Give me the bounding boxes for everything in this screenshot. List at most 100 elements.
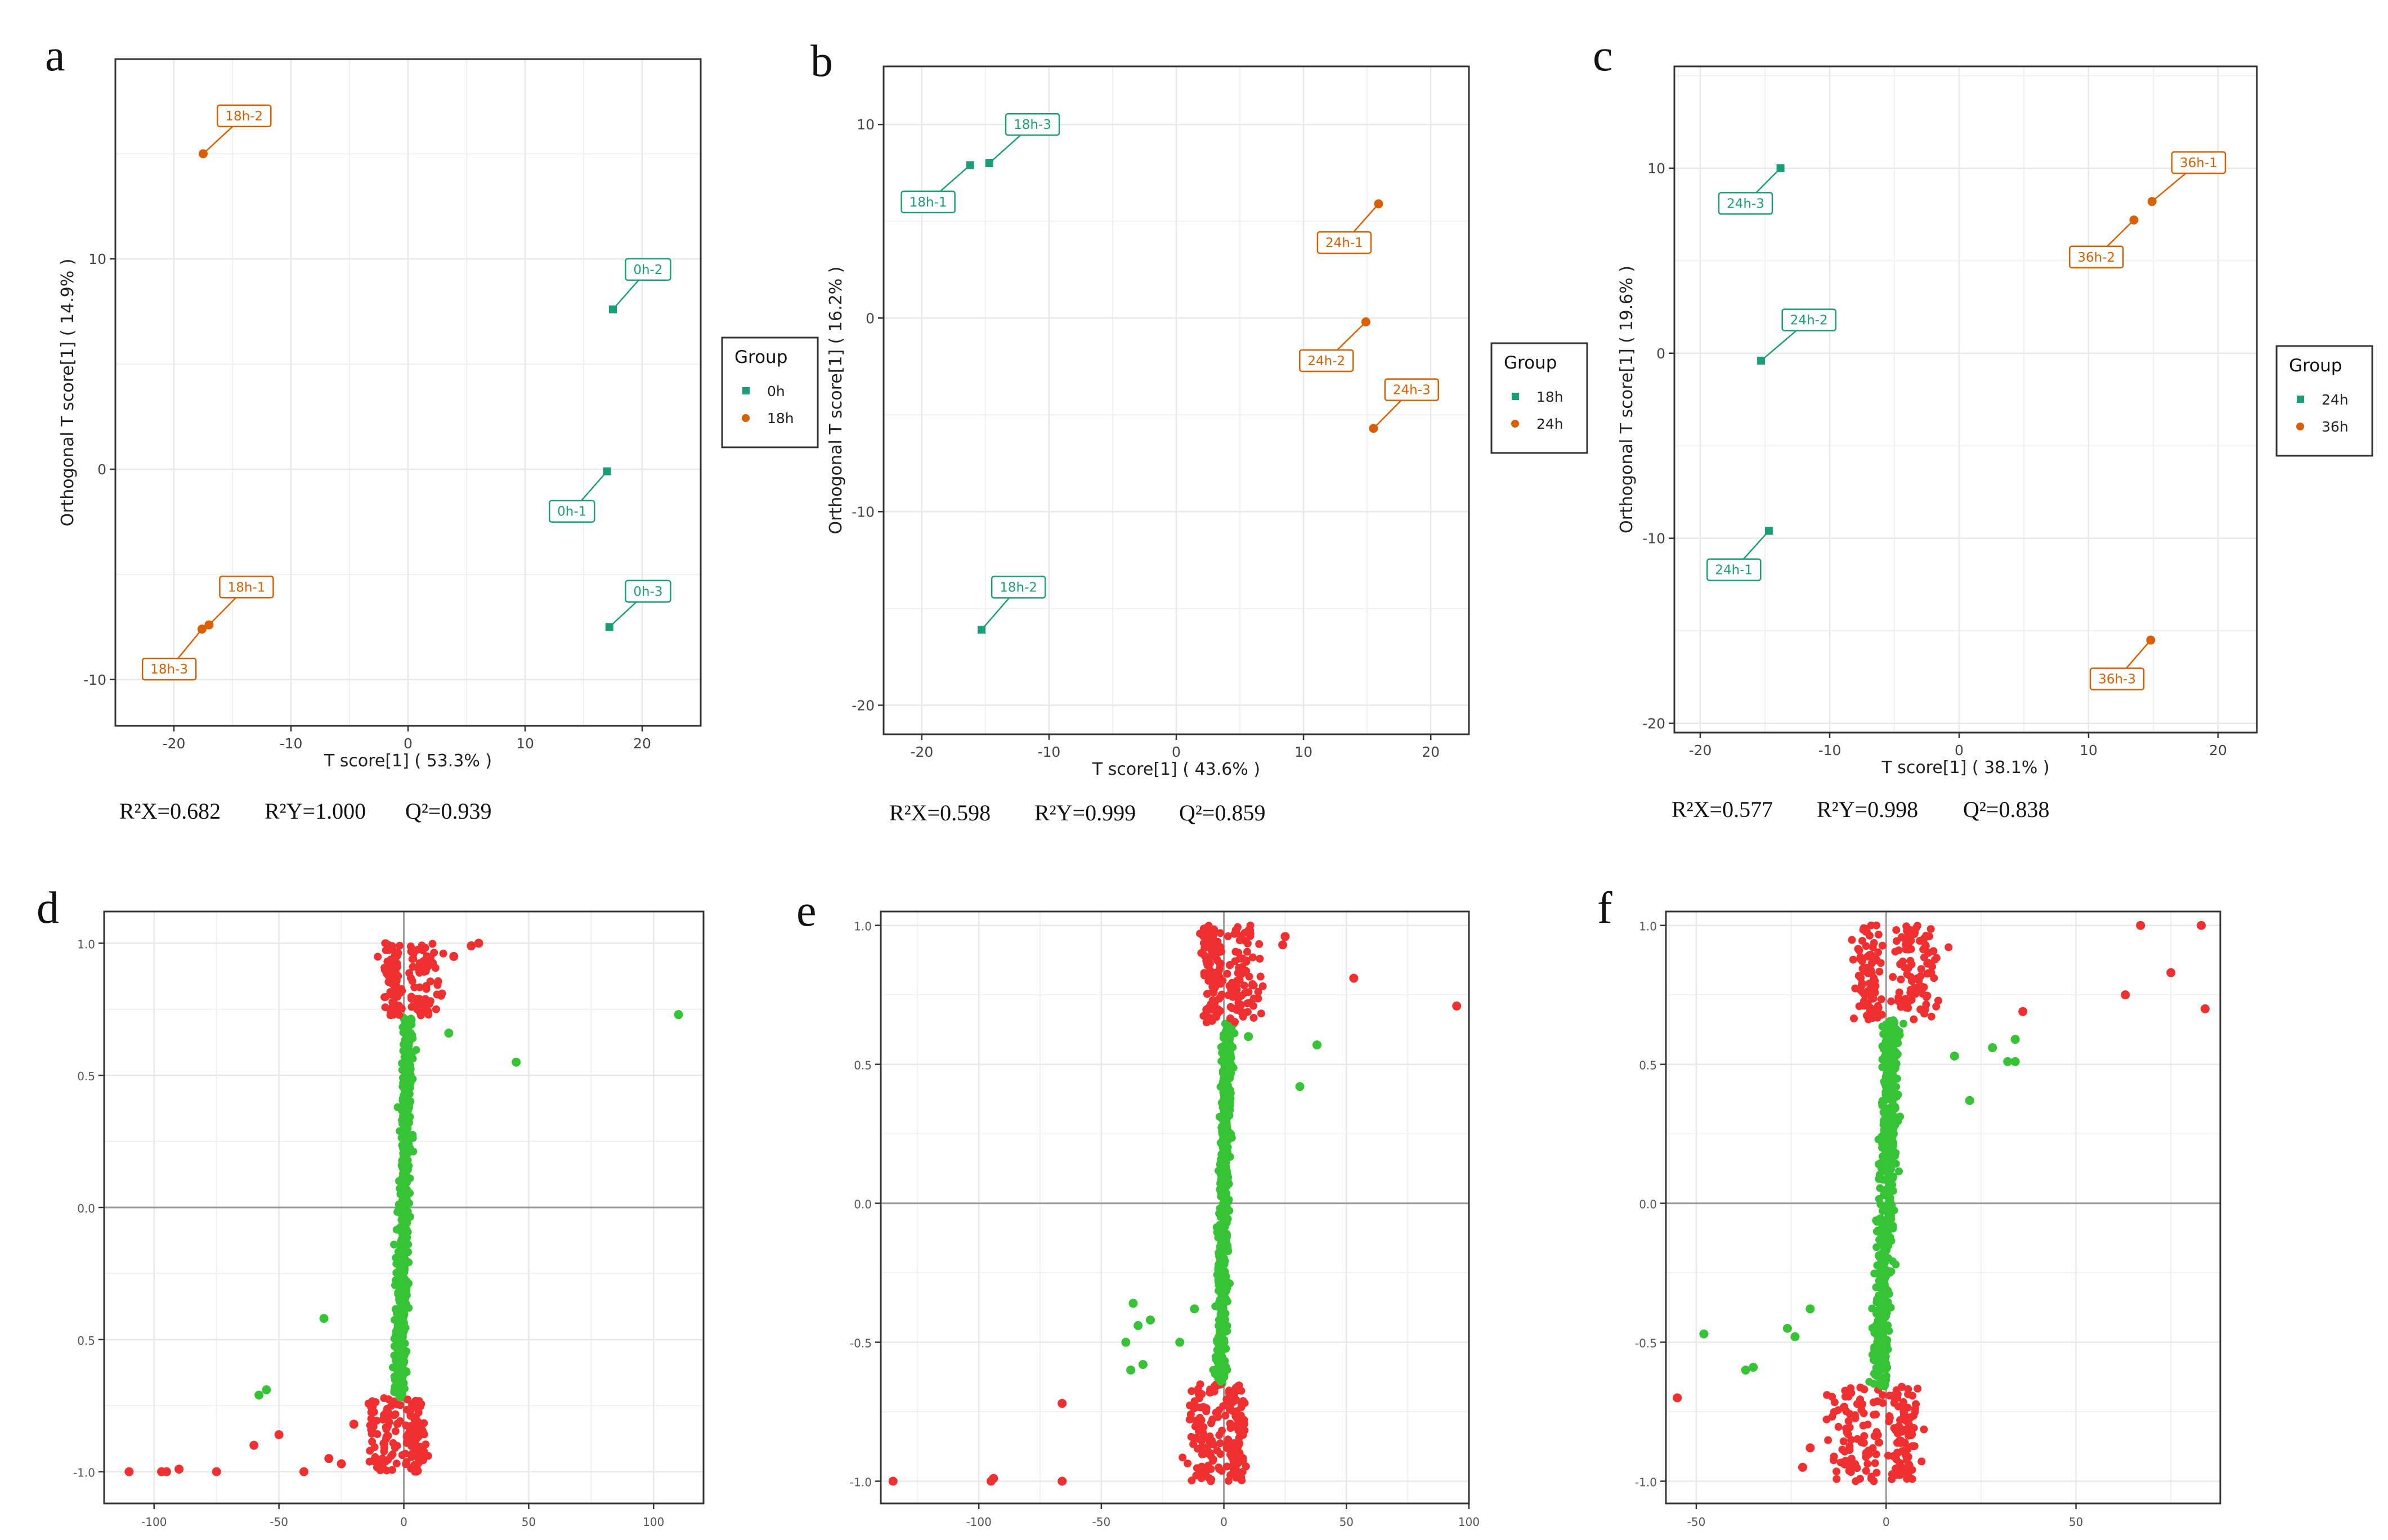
variable-point xyxy=(1887,997,1896,1005)
variable-point xyxy=(1872,1227,1881,1236)
data-point xyxy=(605,623,613,631)
y-tick-label: 10 xyxy=(88,251,106,267)
stats-b: R²X=0.598 R²Y=0.999 Q²=0.859 xyxy=(889,800,1265,825)
stat-r2x: R²X=0.577 xyxy=(1672,797,1773,822)
variable-point xyxy=(1145,1315,1155,1325)
variable-point xyxy=(1249,1013,1258,1022)
variable-point xyxy=(365,1457,374,1466)
variable-point xyxy=(432,1005,440,1013)
variable-point xyxy=(1921,941,1930,949)
variable-point xyxy=(1452,1001,1462,1011)
variable-point xyxy=(1854,945,1862,953)
variable-point xyxy=(1805,1443,1815,1453)
variable-point xyxy=(389,1439,397,1447)
variable-point xyxy=(368,1438,377,1446)
y-tick-label: 1.0 xyxy=(77,937,95,951)
gridlines xyxy=(884,66,1469,734)
variable-point xyxy=(2136,921,2145,930)
variable-point xyxy=(1862,1467,1870,1475)
stats-a: R²X=0.682 R²Y=1.000 Q²=0.939 xyxy=(119,798,491,824)
y-tick-label: 0.5 xyxy=(77,1070,95,1083)
variable-point xyxy=(274,1430,284,1439)
variable-point xyxy=(434,977,442,985)
variable-point xyxy=(1190,1304,1199,1314)
variable-point xyxy=(1224,1435,1233,1444)
variable-point xyxy=(1213,1446,1221,1454)
variable-point xyxy=(410,983,419,991)
variable-point xyxy=(262,1385,271,1395)
variable-point xyxy=(421,995,429,1003)
variable-point xyxy=(2201,1004,2210,1013)
variable-point xyxy=(1988,1043,1997,1053)
x-tick-label: -20 xyxy=(163,735,186,752)
point-label: 36h-2 xyxy=(2077,250,2115,265)
x-tick-label: -50 xyxy=(1092,1515,1111,1529)
variable-point xyxy=(1917,1457,1926,1466)
variable-point xyxy=(1138,1360,1148,1370)
legend-label: 0h xyxy=(767,383,785,399)
variable-point xyxy=(1872,1243,1881,1251)
chart-f: -50 0 50 -1.0 -0.5 0.0 0.5 1.0 xyxy=(1635,910,2221,1529)
variable-point xyxy=(407,1003,416,1011)
stat-q2: Q²=0.838 xyxy=(1963,797,2049,822)
variable-point xyxy=(212,1467,221,1476)
y-tick-label: 0 xyxy=(1656,345,1665,362)
label-box xyxy=(1299,349,1354,372)
variable-point xyxy=(1856,1384,1865,1392)
variable-point xyxy=(422,985,431,993)
variable-point xyxy=(1950,1051,1959,1061)
variable-point xyxy=(1249,994,1258,1003)
variable-point xyxy=(1224,991,1233,1000)
variable-point xyxy=(1903,970,1911,978)
variable-point xyxy=(1842,1457,1850,1465)
variable-point xyxy=(1224,932,1232,941)
variable-point xyxy=(1902,1463,1911,1472)
stat-q2: Q²=0.859 xyxy=(1179,800,1265,825)
variable-point xyxy=(1875,1170,1884,1179)
x-tick-label: -50 xyxy=(1687,1515,1706,1529)
variable-point xyxy=(2121,990,2130,1000)
variable-point xyxy=(1234,923,1242,931)
variable-point xyxy=(2010,1035,2020,1044)
plot-area xyxy=(1666,912,2220,1503)
variable-point xyxy=(1858,989,1867,997)
point-label: 18h-3 xyxy=(1014,118,1051,132)
variable-point xyxy=(1965,1095,1974,1105)
variable-point xyxy=(414,1459,423,1467)
legend-circle-icon xyxy=(1511,420,1519,428)
point-label: 18h-2 xyxy=(225,109,263,124)
panel-letter-c: c xyxy=(1593,31,1613,80)
x-tick-label: -10 xyxy=(280,735,303,752)
variable-point xyxy=(1798,1462,1807,1472)
variable-point xyxy=(1841,1393,1849,1401)
variable-point xyxy=(1857,973,1865,982)
variable-point xyxy=(1874,1438,1883,1447)
variable-point xyxy=(1860,1432,1869,1440)
x-tick-label: -20 xyxy=(910,744,933,760)
variable-point xyxy=(392,1460,401,1468)
variable-point xyxy=(1927,968,1936,977)
variable-point xyxy=(380,993,389,1002)
y-tick-label: 0.0 xyxy=(854,1198,872,1211)
variable-point xyxy=(1240,1399,1249,1407)
variable-point xyxy=(381,1003,389,1012)
variable-point xyxy=(1926,925,1935,933)
x-tick-label: -10 xyxy=(1818,742,1842,758)
variable-point xyxy=(1312,1040,1322,1050)
variable-point xyxy=(1235,963,1243,972)
legend: Group 18h 24h xyxy=(1490,342,1588,454)
variable-point xyxy=(1246,921,1255,930)
x-tick-label: 100 xyxy=(1458,1515,1480,1529)
y-tick-label: 0 xyxy=(97,461,106,478)
panel-letter-a: a xyxy=(45,31,65,80)
variable-point xyxy=(1215,1463,1223,1472)
gridlines xyxy=(1674,66,2257,733)
point-label: 0h-1 xyxy=(557,505,586,519)
label-box xyxy=(625,580,671,603)
variable-point xyxy=(1874,1431,1882,1439)
variable-point xyxy=(1195,1435,1204,1444)
y-tick-label: 10 xyxy=(857,116,875,133)
variable-point xyxy=(1869,1444,1877,1452)
variable-point xyxy=(430,949,438,957)
